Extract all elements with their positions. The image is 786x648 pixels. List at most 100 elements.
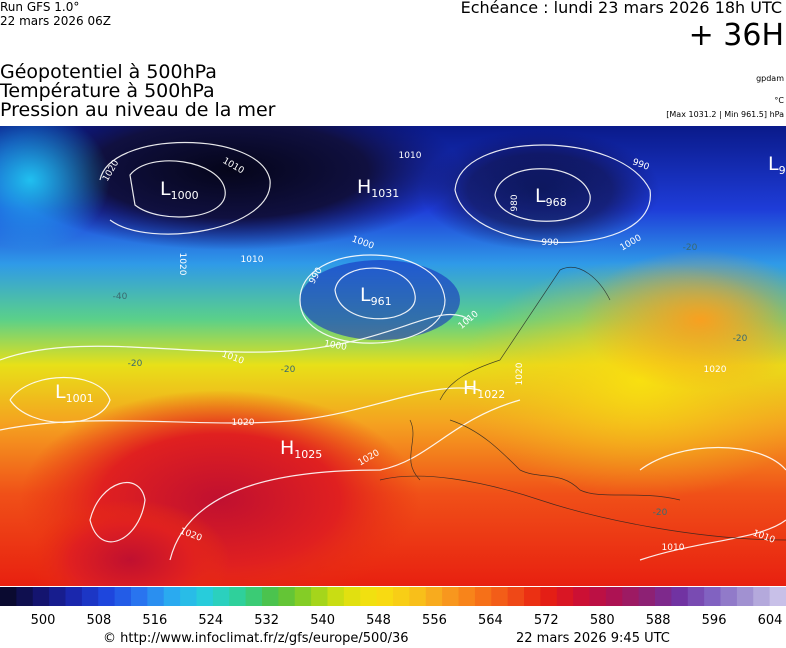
colorbar-cell — [622, 587, 640, 606]
colorbar-label: 588 — [646, 613, 671, 628]
colorbar-cell — [540, 587, 558, 606]
colorbar-cell — [245, 587, 263, 606]
colorbar-cell — [589, 587, 607, 606]
colorbar-label: 604 — [758, 613, 783, 628]
colorbar-cell — [98, 587, 116, 606]
colorbar-cell — [655, 587, 672, 606]
colorbar-label: 532 — [254, 613, 279, 628]
isobar-label: 1020 — [704, 365, 727, 375]
colorbar-cell — [360, 587, 378, 606]
timestamp: 22 mars 2026 9:45 UTC — [516, 631, 670, 646]
colorbar-cell — [638, 587, 656, 606]
colorbar-cell — [704, 587, 721, 606]
colorbar-label: 524 — [198, 613, 223, 628]
title: Géopotentiel à 500hPa — [0, 61, 217, 83]
colorbar-cell — [294, 587, 312, 606]
colorbar-cell — [720, 587, 738, 606]
colorbar-cell — [425, 587, 443, 606]
colorbar-cell — [376, 587, 394, 606]
run-date: 22 mars 2026 06Z — [0, 14, 111, 28]
colorbar-label: 548 — [366, 613, 391, 628]
run: Run GFS 1.0° — [0, 0, 80, 14]
colorbar-cell — [163, 587, 181, 606]
pressure-center: H1025 — [280, 437, 322, 461]
source-url: © http://www.infoclimat.fr/z/gfs/europe/… — [103, 631, 409, 646]
colorbar-cell — [0, 587, 17, 606]
colorbar-label: 500 — [31, 613, 56, 628]
title: Température à 500hPa — [0, 80, 215, 102]
lead-time: + 36H — [688, 18, 784, 53]
temperature-label: -20 — [683, 243, 698, 253]
colorbar-cell — [16, 587, 34, 606]
pressure-center: L968 — [535, 185, 567, 209]
isobar-label: 1010 — [241, 255, 264, 265]
colorbar-label: 516 — [142, 613, 167, 628]
colorbar-label: 596 — [702, 613, 727, 628]
colorbar-cell — [32, 587, 50, 606]
colorbar-cell — [736, 587, 754, 606]
echeance: Echéance : lundi 23 mars 2026 18h UTC — [460, 0, 782, 17]
colorbar-cell — [769, 587, 786, 606]
temperature-label: -20 — [653, 508, 668, 518]
colorbar-cell — [311, 587, 328, 606]
isobar-label: 1020 — [177, 253, 187, 276]
isobar-label: 1010 — [662, 543, 685, 553]
colorbar-cell — [507, 587, 525, 606]
colorbar-cell — [196, 587, 214, 606]
colorbar-cell — [131, 587, 148, 606]
isobar-label: 1020 — [232, 418, 255, 428]
colorbar-cell — [474, 587, 492, 606]
colorbar-label: 564 — [478, 613, 503, 628]
temperature-label: -20 — [281, 365, 296, 375]
colorbar-cell — [343, 587, 361, 606]
temperature-label: -20 — [128, 359, 143, 369]
colorbar-cell — [671, 587, 689, 606]
colorbar-label: 572 — [534, 613, 559, 628]
isobar-label: 980 — [510, 194, 520, 211]
colorbar-cell — [393, 587, 410, 606]
colorbar-label: 580 — [590, 613, 615, 628]
colorbar-label: 556 — [422, 613, 447, 628]
colorbar-cell — [114, 587, 132, 606]
colorbar-cell — [65, 587, 83, 606]
pressure-center: H1022 — [463, 377, 505, 401]
colorbar-cell — [753, 587, 771, 606]
isobar-label: 1020 — [515, 362, 525, 385]
pressure-center: H1031 — [357, 176, 399, 200]
colorbar-cell — [458, 587, 476, 606]
pressure-center: L1000 — [160, 178, 199, 202]
colorbar-cell — [212, 587, 230, 606]
colorbar-cell — [180, 587, 197, 606]
unit: [Max 1031.2 | Min 961.5] hPa — [666, 110, 784, 119]
unit: gpdam — [756, 74, 784, 83]
colorbar-cell — [278, 587, 296, 606]
colorbar-cell — [409, 587, 427, 606]
pressure-center: L9 — [768, 153, 786, 177]
temperature-label: -20 — [733, 334, 748, 344]
colorbar-cell — [605, 587, 623, 606]
colorbar-label: 508 — [87, 613, 112, 628]
colorbar-cell — [327, 587, 345, 606]
isobar-label: 1000 — [323, 339, 348, 353]
isobar-label: 1010 — [399, 151, 422, 161]
title: Pression au niveau de la mer — [0, 99, 276, 121]
temperature-label: -40 — [113, 292, 128, 302]
colorbar-cell — [262, 587, 279, 606]
colorbar-label: 540 — [310, 613, 335, 628]
pressure-center: L961 — [360, 284, 392, 308]
colorbar-cell — [81, 587, 99, 606]
colorbar-cell — [442, 587, 459, 606]
unit: °C — [774, 96, 784, 105]
isobar-label: 990 — [541, 238, 558, 248]
pressure-center: L1001 — [55, 381, 94, 405]
colorbar-cell — [229, 587, 247, 606]
colorbar-cell — [687, 587, 705, 606]
colorbar-cell — [491, 587, 509, 606]
colorbar-cell — [49, 587, 66, 606]
colorbar-cell — [556, 587, 574, 606]
colorbar-cell — [573, 587, 590, 606]
colorbar-cell — [147, 587, 165, 606]
colorbar-cell — [524, 587, 541, 606]
